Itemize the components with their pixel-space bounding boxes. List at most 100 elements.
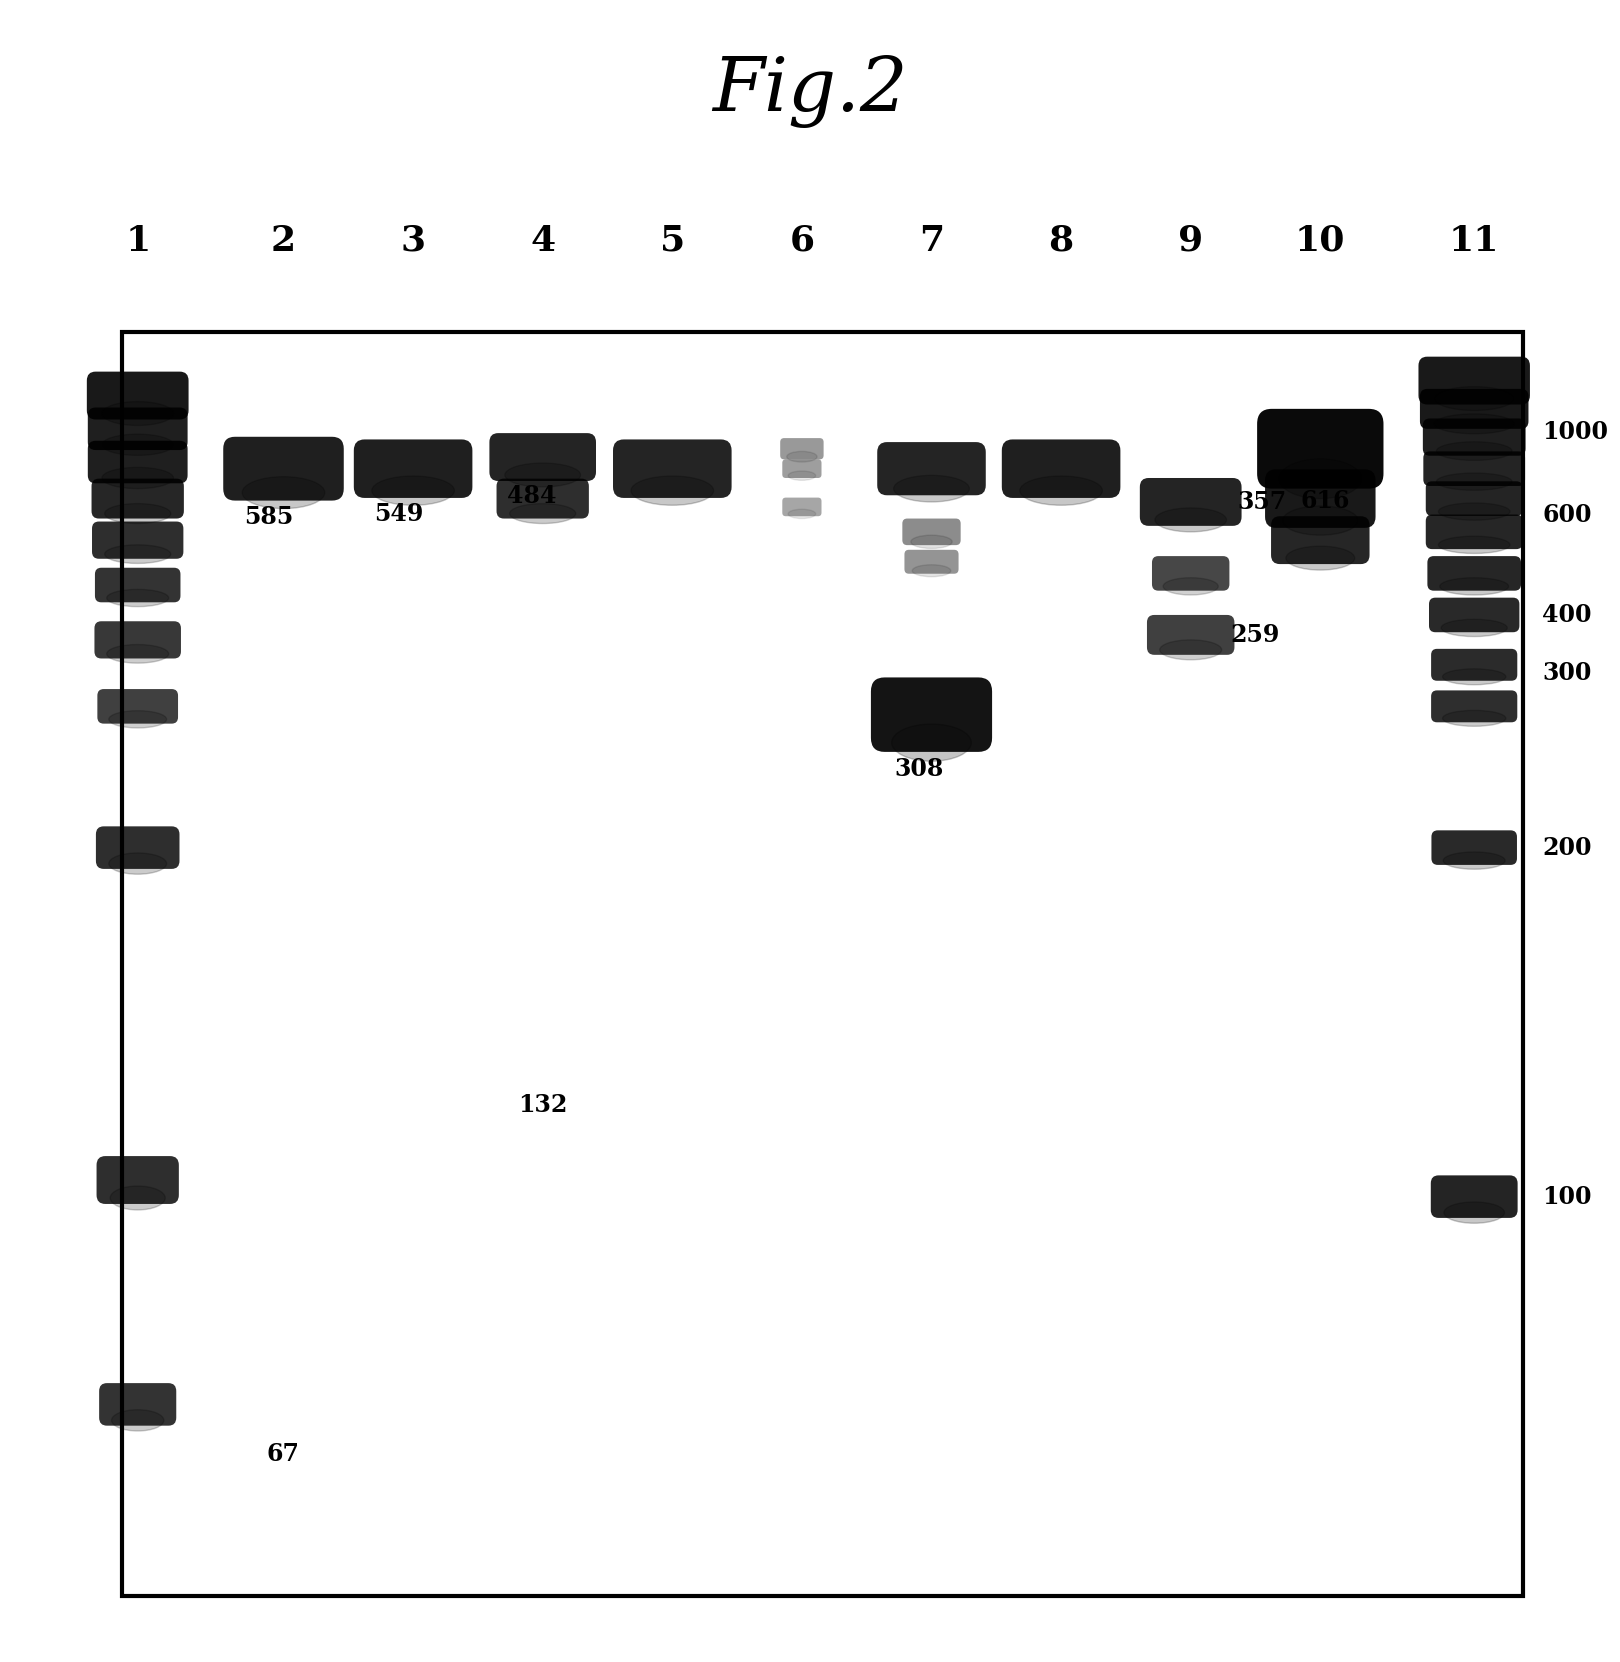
FancyBboxPatch shape — [1430, 648, 1518, 681]
Text: 10: 10 — [1294, 224, 1346, 258]
Ellipse shape — [1442, 668, 1507, 685]
Text: 5: 5 — [659, 224, 685, 258]
Text: 9: 9 — [1178, 224, 1204, 258]
FancyBboxPatch shape — [902, 519, 961, 545]
FancyBboxPatch shape — [1426, 515, 1523, 548]
Ellipse shape — [102, 402, 173, 425]
FancyBboxPatch shape — [1429, 598, 1520, 632]
FancyBboxPatch shape — [489, 434, 596, 480]
Ellipse shape — [1286, 547, 1354, 570]
FancyBboxPatch shape — [1430, 690, 1518, 723]
Ellipse shape — [1442, 620, 1507, 637]
FancyBboxPatch shape — [92, 522, 183, 558]
Ellipse shape — [894, 475, 969, 502]
FancyBboxPatch shape — [353, 439, 473, 499]
FancyBboxPatch shape — [1140, 479, 1241, 525]
FancyBboxPatch shape — [1265, 469, 1375, 529]
FancyBboxPatch shape — [1419, 357, 1529, 404]
Text: 200: 200 — [1542, 836, 1592, 859]
Text: 4: 4 — [530, 224, 556, 258]
Text: 132: 132 — [518, 1094, 567, 1117]
FancyBboxPatch shape — [782, 459, 821, 479]
Ellipse shape — [112, 1409, 164, 1431]
FancyBboxPatch shape — [1152, 557, 1230, 590]
Ellipse shape — [1437, 442, 1511, 460]
FancyBboxPatch shape — [96, 826, 180, 869]
Ellipse shape — [1160, 640, 1221, 660]
Text: 585: 585 — [245, 505, 293, 529]
Text: 8: 8 — [1048, 224, 1074, 258]
FancyBboxPatch shape — [1419, 389, 1529, 429]
Ellipse shape — [1283, 505, 1358, 535]
FancyBboxPatch shape — [1272, 517, 1369, 563]
FancyBboxPatch shape — [782, 497, 821, 517]
FancyBboxPatch shape — [781, 439, 823, 459]
FancyBboxPatch shape — [99, 1383, 177, 1426]
FancyBboxPatch shape — [878, 442, 985, 495]
FancyBboxPatch shape — [612, 439, 732, 499]
Ellipse shape — [1434, 414, 1515, 434]
Text: 100: 100 — [1542, 1185, 1592, 1208]
Ellipse shape — [105, 545, 170, 563]
FancyBboxPatch shape — [1424, 452, 1524, 485]
Ellipse shape — [787, 509, 815, 519]
Text: 6: 6 — [789, 224, 815, 258]
Text: 616: 616 — [1301, 489, 1351, 512]
Ellipse shape — [1442, 710, 1507, 726]
Text: 357: 357 — [1238, 490, 1286, 514]
Text: 300: 300 — [1542, 661, 1591, 685]
Ellipse shape — [243, 477, 324, 509]
Ellipse shape — [107, 590, 168, 607]
FancyBboxPatch shape — [97, 690, 178, 723]
Ellipse shape — [110, 1187, 165, 1210]
Ellipse shape — [1163, 578, 1218, 595]
Ellipse shape — [1443, 853, 1505, 869]
Ellipse shape — [1439, 504, 1510, 520]
Ellipse shape — [1434, 387, 1515, 411]
Text: 11: 11 — [1448, 224, 1500, 258]
Ellipse shape — [787, 470, 815, 480]
Ellipse shape — [102, 434, 173, 455]
Ellipse shape — [912, 565, 951, 577]
Ellipse shape — [1439, 537, 1510, 553]
Ellipse shape — [1021, 475, 1102, 505]
Ellipse shape — [1440, 578, 1508, 595]
Ellipse shape — [371, 475, 454, 505]
Ellipse shape — [1443, 1202, 1505, 1223]
Ellipse shape — [102, 467, 173, 489]
Text: 1: 1 — [125, 224, 151, 258]
Text: 308: 308 — [894, 756, 943, 781]
Ellipse shape — [1155, 509, 1226, 532]
Ellipse shape — [1437, 474, 1511, 490]
Text: 2: 2 — [271, 224, 296, 258]
Text: 259: 259 — [1231, 623, 1280, 647]
FancyBboxPatch shape — [904, 550, 959, 573]
Ellipse shape — [105, 504, 170, 524]
Ellipse shape — [109, 853, 167, 874]
FancyBboxPatch shape — [1427, 557, 1521, 590]
Ellipse shape — [109, 711, 167, 728]
Text: 400: 400 — [1542, 603, 1592, 627]
Text: 1000: 1000 — [1542, 420, 1609, 444]
FancyBboxPatch shape — [96, 568, 180, 602]
FancyBboxPatch shape — [1430, 1175, 1518, 1218]
Ellipse shape — [787, 452, 816, 462]
FancyBboxPatch shape — [224, 437, 343, 500]
Text: 549: 549 — [374, 502, 423, 525]
Text: Fig.2: Fig.2 — [713, 55, 907, 128]
FancyBboxPatch shape — [87, 440, 188, 484]
Ellipse shape — [910, 535, 953, 548]
FancyBboxPatch shape — [87, 372, 188, 419]
Ellipse shape — [1280, 459, 1361, 499]
FancyBboxPatch shape — [1001, 439, 1121, 499]
FancyBboxPatch shape — [1426, 482, 1523, 515]
FancyBboxPatch shape — [1147, 615, 1234, 655]
Ellipse shape — [632, 475, 713, 505]
FancyBboxPatch shape — [92, 479, 185, 519]
FancyBboxPatch shape — [94, 622, 181, 658]
FancyBboxPatch shape — [1432, 831, 1516, 864]
FancyBboxPatch shape — [1422, 419, 1526, 455]
Text: 67: 67 — [267, 1443, 300, 1466]
Text: 7: 7 — [919, 224, 944, 258]
FancyBboxPatch shape — [496, 479, 590, 519]
